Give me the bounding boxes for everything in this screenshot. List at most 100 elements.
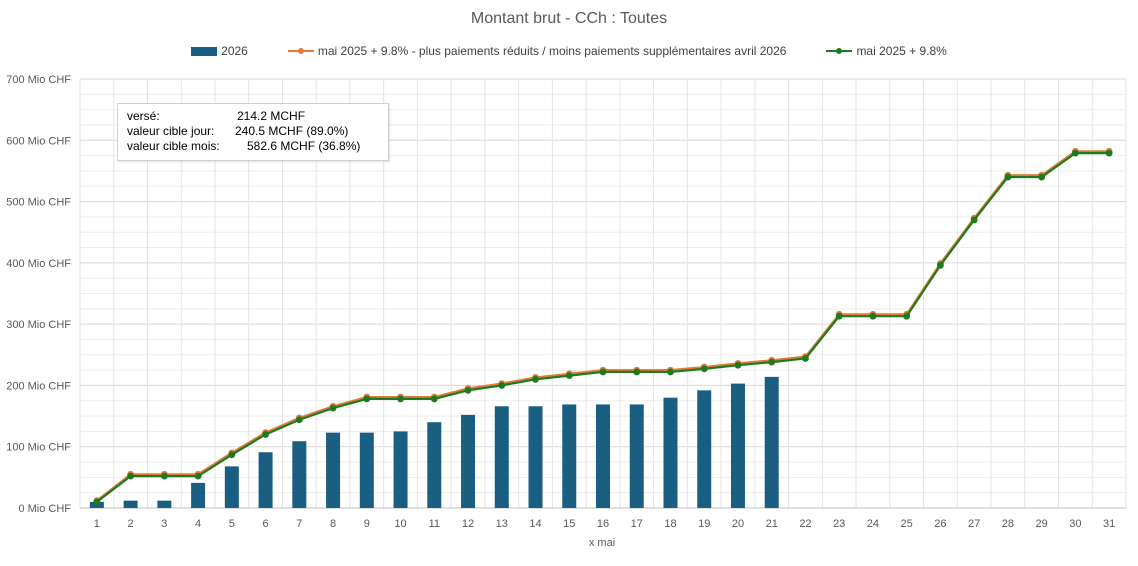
bar-2026	[326, 432, 341, 508]
x-tick-label: 17	[631, 518, 643, 530]
bar-2026	[629, 404, 644, 508]
x-tick-label: 24	[867, 518, 879, 530]
x-tick-label: 10	[394, 518, 406, 530]
series-green-point	[937, 261, 944, 269]
x-tick-label: 15	[563, 518, 575, 530]
series-green-point	[802, 355, 809, 362]
bar-2026	[427, 422, 442, 508]
x-tick-label: 29	[1036, 518, 1048, 530]
x-tick-label: 20	[732, 518, 744, 530]
info-row-cible-jour: valeur cible jour: 240.5 MCHF (89.0%)	[127, 124, 388, 139]
info-label-verse: versé:	[127, 109, 160, 123]
series-green-point	[160, 472, 168, 480]
series-green-point	[93, 498, 101, 506]
legend: 2026 mai 2025 + 9.8% - plus paiements ré…	[0, 44, 1138, 58]
x-tick-label: 16	[597, 518, 609, 530]
x-tick-label: 4	[195, 518, 201, 530]
series-green-point	[464, 386, 472, 394]
series-green-point	[363, 395, 371, 403]
legend-swatch-bars	[191, 46, 218, 56]
series-green-point	[734, 361, 742, 369]
y-tick-label: 200 Mio CHF	[6, 380, 71, 392]
legend-label-bars: 2026	[221, 44, 248, 58]
bar-2026	[393, 431, 408, 508]
series-green-point	[768, 358, 776, 366]
bar-2026	[461, 414, 476, 508]
bar-2026	[663, 397, 678, 508]
bar-2026	[157, 500, 172, 508]
y-tick-label: 100 Mio CHF	[6, 442, 71, 454]
series-green-point	[430, 395, 438, 403]
bar-2026	[258, 452, 273, 508]
y-tick-label: 500 Mio CHF	[6, 197, 71, 209]
series-green-point	[532, 375, 539, 383]
series-green-point	[194, 472, 202, 480]
series-green-point	[903, 312, 911, 320]
x-tick-label: 6	[263, 518, 269, 530]
legend-item-green: mai 2025 + 9.8%	[826, 44, 947, 58]
x-tick-label: 21	[766, 518, 778, 530]
series-green-point	[1071, 149, 1079, 157]
series-green-point	[1004, 173, 1012, 181]
x-tick-label: 31	[1103, 518, 1115, 530]
legend-label-green: mai 2025 + 9.8%	[856, 44, 947, 58]
x-tick-label: 26	[934, 518, 946, 530]
info-value-cible-mois: 582.6 MCHF (36.8%)	[247, 139, 361, 153]
series-green-point	[397, 395, 404, 403]
series-green-point	[970, 216, 978, 224]
series-green-point	[1038, 173, 1046, 181]
x-tick-label: 3	[161, 518, 167, 530]
series-green-point	[228, 451, 236, 459]
series-green-point	[262, 431, 269, 438]
info-label-cible-mois: valeur cible mois:	[127, 139, 220, 153]
x-tick-label: 18	[664, 518, 676, 530]
series-green-point	[329, 404, 337, 412]
legend-item-bars: 2026	[191, 44, 248, 58]
series-green-point	[633, 368, 641, 376]
info-value-cible-jour: 240.5 MCHF (89.0%)	[235, 124, 349, 138]
info-box: versé: 214.2 MCHF valeur cible jour: 240…	[117, 103, 389, 161]
x-tick-label: 11	[429, 518, 440, 530]
series-green-point	[295, 416, 303, 424]
legend-label-orange: mai 2025 + 9.8% - plus paiements réduits…	[317, 44, 787, 58]
legend-item-orange: mai 2025 + 9.8% - plus paiements réduits…	[287, 44, 787, 58]
x-tick-label: 27	[968, 518, 980, 530]
x-tick-label: 19	[698, 518, 710, 530]
bar-2026	[494, 406, 509, 508]
x-tick-label: 8	[330, 518, 336, 530]
series-green-point	[667, 368, 674, 376]
legend-swatch-orange	[287, 46, 314, 56]
x-tick-label: 9	[364, 518, 370, 530]
x-tick-label: 14	[529, 518, 541, 530]
info-row-verse: versé: 214.2 MCHF	[127, 109, 388, 124]
series-green-point	[700, 365, 708, 373]
series-green-point	[599, 368, 607, 376]
chart-title: Montant brut - CCh : Toutes	[470, 10, 668, 27]
x-tick-label: 30	[1069, 518, 1081, 530]
bar-2026	[697, 390, 712, 508]
series-green-point	[1105, 149, 1113, 157]
x-tick-label: 22	[799, 518, 811, 530]
bar-2026	[596, 404, 610, 508]
bar-2026	[764, 376, 779, 508]
bar-2026	[191, 482, 206, 508]
bar-2026	[292, 441, 307, 508]
info-row-cible-mois: valeur cible mois: 582.6 MCHF (36.8%)	[127, 139, 388, 154]
x-tick-label: 23	[833, 518, 845, 530]
x-tick-label: 1	[94, 518, 100, 530]
x-axis-label: x mai	[588, 537, 616, 549]
x-tick-label: 12	[462, 518, 474, 530]
y-tick-label: 600 Mio CHF	[6, 135, 71, 147]
y-tick-label: 400 Mio CHF	[6, 258, 71, 270]
bar-2026	[224, 466, 239, 508]
y-tick-label: 0 Mio CHF	[18, 503, 71, 515]
series-green-point	[127, 472, 135, 480]
x-tick-label: 5	[229, 518, 235, 530]
bar-2026	[528, 406, 543, 508]
series-green-point	[498, 382, 506, 389]
x-tick-label: 2	[128, 518, 134, 530]
bar-2026	[562, 404, 577, 508]
bar-2026	[359, 432, 374, 508]
series-green-point	[565, 372, 573, 380]
